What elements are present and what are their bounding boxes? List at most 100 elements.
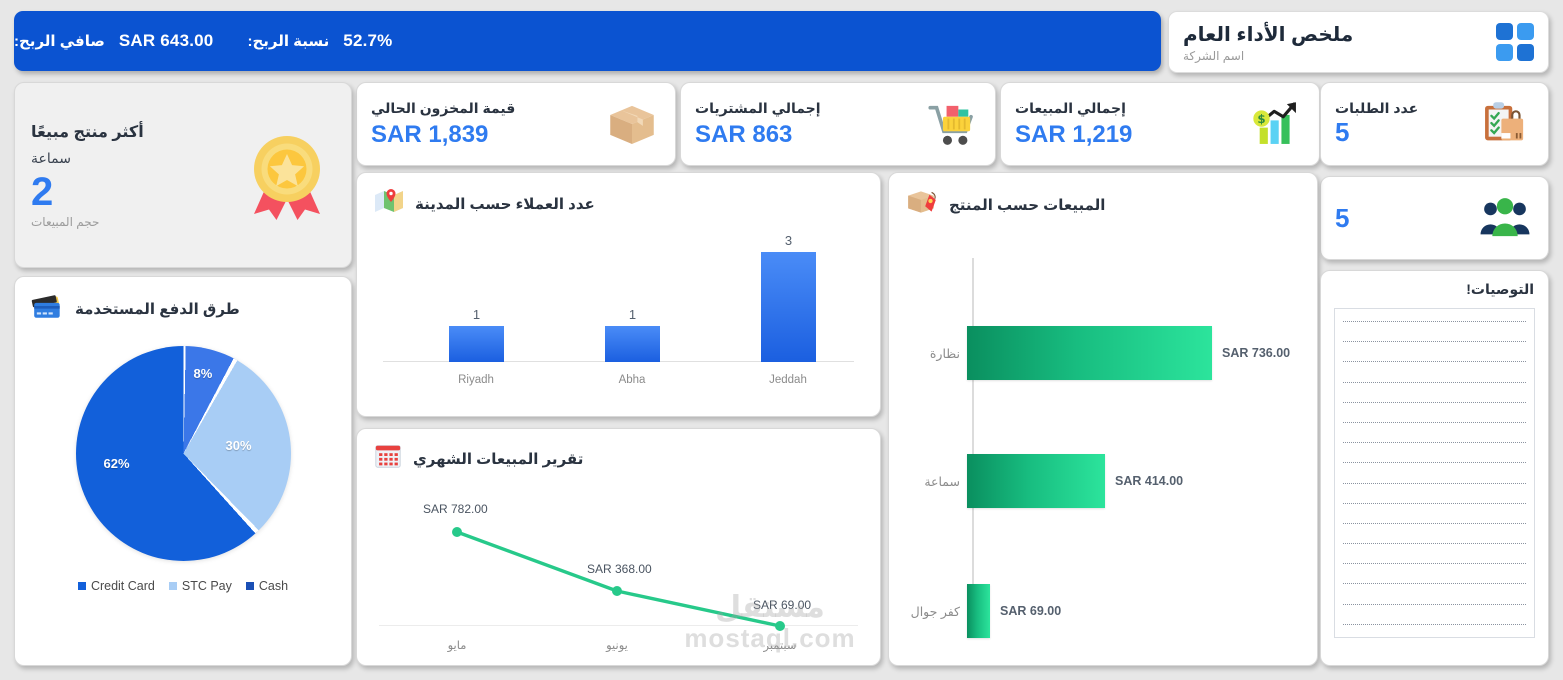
shopping-cart-icon (923, 95, 981, 153)
x-tick-riyadh: Riyadh (458, 374, 494, 386)
kpi-sales-value: 1,219 SAR (1015, 120, 1133, 148)
note-line (1343, 341, 1526, 343)
kpi-orders-value: 5 (1335, 117, 1350, 147)
kpi-sales-text: إجمالي المبيعات 1,219 SAR (1015, 100, 1247, 149)
note-line (1343, 401, 1526, 403)
bar-value-riyadh: 1 (472, 307, 481, 322)
clients-by-city-chart-card[interactable]: عدد العملاء حسب المدينة 1 Riyadh 1 Abha … (356, 172, 881, 417)
kpi-purchases-label: إجمالي المشتريات (695, 99, 821, 116)
kpi-card-inventory[interactable]: قيمة المخزون الحالي 1,839 SAR (356, 82, 676, 166)
map-pin-icon (373, 185, 405, 222)
legend-item-cash: Cash (245, 579, 288, 593)
kpi-clients-value: 5 (1335, 202, 1350, 233)
payment-methods-pie: 8% 30% 62% (75, 346, 291, 561)
hbar-label-kafar-jawal: كفر جوال (910, 604, 960, 619)
point-label-may: SAR 782.00 (423, 502, 488, 516)
kpi-sales-label: إجمالي المبيعات (1015, 99, 1126, 116)
hbar-value-kafar-jawal: SAR 69.00 (1000, 604, 1062, 618)
note-line (1343, 361, 1526, 363)
kpi-purchases-value: SAR 863 (695, 120, 793, 148)
kpi-clients-text: 5 (1335, 203, 1476, 234)
page-title: ملخص الأداء العام (1183, 23, 1354, 46)
note-line (1343, 623, 1526, 625)
kpi-card-orders[interactable]: عدد الطلبات 5 (1320, 82, 1549, 166)
hbar-value-samaaa: SAR 414.00 (1115, 474, 1184, 488)
monthly-sales-plot: SAR 782.00 SAR 368.00 SAR 69.00 مايو يون… (375, 480, 862, 660)
note-line (1343, 583, 1526, 585)
point-label-june: SAR 368.00 (587, 562, 652, 576)
monthly-sales-line-svg (452, 527, 785, 631)
clients-by-city-title: عدد العملاء حسب المدينة (415, 195, 595, 213)
kpi-orders-text: عدد الطلبات 5 (1335, 100, 1476, 148)
note-line (1343, 543, 1526, 545)
hbar-label-samaaa: سماعة (924, 474, 960, 489)
net-profit-label: صافي الربح: (14, 33, 105, 50)
header-text: ملخص الأداء العام اسم الشركة (1183, 22, 1484, 63)
top-product-subtitle: حجم المبيعات (31, 214, 100, 229)
note-line (1343, 442, 1526, 444)
note-line (1343, 502, 1526, 504)
people-icon (1476, 189, 1534, 247)
note-line (1343, 321, 1526, 322)
payment-methods-chart-card[interactable]: طرق الدفع المستخدمة 8% 30% 62% Credit Ca… (14, 276, 352, 666)
pie-slices (75, 346, 291, 561)
clients-by-city-header: عدد العملاء حسب المدينة (357, 173, 880, 222)
x-tick-jeddah: Jeddah (769, 374, 807, 386)
pie-label-creditcard: 62% (103, 456, 130, 471)
bar-abha (605, 326, 660, 362)
recommendations-notes-area[interactable] (1334, 308, 1535, 638)
kpi-inventory-label: قيمة المخزون الحالي (371, 99, 516, 116)
profit-banner: صافي الربح: SAR 643.00 نسبة الربح: 52.7% (14, 11, 1161, 71)
product-tag-icon (905, 185, 939, 224)
note-line (1343, 522, 1526, 524)
bar-group-abha: 1 (605, 307, 660, 362)
bar-value-abha: 1 (628, 307, 637, 322)
company-name: اسم الشركة (1183, 48, 1245, 63)
hbar-samaaa (967, 454, 1105, 508)
sales-by-product-title: المبيعات حسب المنتج (949, 196, 1106, 214)
monthly-sales-header: تقرير المبيعات الشهري (357, 429, 880, 476)
bar-value-jeddah: 3 (784, 233, 793, 248)
bar-group-jeddah: 3 (761, 233, 816, 362)
kpi-orders-label: عدد الطلبات (1335, 100, 1419, 116)
sales-by-product-chart-card[interactable]: المبيعات حسب المنتج نظارة SAR 736.00 سما… (888, 172, 1318, 666)
hbar-row-kafar-jawal: كفر جوال SAR 69.00 (889, 584, 1311, 638)
clients-by-city-plot: 1 Riyadh 1 Abha 3 Jeddah (383, 228, 854, 396)
net-profit-value: SAR 643.00 (118, 31, 214, 50)
top-product-value: 2 (31, 169, 54, 214)
top-product-name: سماعة (31, 149, 71, 166)
hbar-label-nazara: نظارة (929, 346, 960, 361)
x-tick-june: يونيو (606, 640, 628, 652)
grid-logo-icon (1496, 23, 1534, 61)
x-tick-september: سبتمبر (763, 640, 797, 652)
bar-riyadh (449, 326, 504, 362)
note-line (1343, 421, 1526, 423)
app-header: ملخص الأداء العام اسم الشركة (1168, 11, 1549, 73)
kpi-card-sales[interactable]: $ إجمالي المبيعات 1,219 SAR (1000, 82, 1320, 166)
hbar-nazara (967, 326, 1212, 380)
growth-chart-icon: $ (1247, 95, 1305, 153)
payment-methods-legend: Credit Card STC Pay Cash (15, 579, 351, 593)
monthly-sales-title: تقرير المبيعات الشهري (413, 450, 584, 468)
bar-jeddah (761, 252, 816, 362)
monthly-sales-chart-card[interactable]: تقرير المبيعات الشهري SAR 782.00 SAR 368… (356, 428, 881, 666)
net-profit-block: صافي الربح: SAR 643.00 (14, 31, 213, 51)
recommendations-card[interactable]: التوصيات! (1320, 270, 1549, 666)
top-product-text: أكثر منتج مبيعًا سماعة 2 حجم المبيعات (31, 122, 239, 229)
hbar-kafar-jawal (967, 584, 990, 638)
clipboard-package-icon (1476, 95, 1534, 153)
profit-margin-value: 52.7% (343, 31, 393, 50)
sales-by-product-plot: نظارة SAR 736.00 سماعة SAR 414.00 كفر جو… (889, 248, 1317, 648)
hbar-value-nazara: SAR 736.00 (1222, 346, 1291, 360)
x-tick-may: مايو (447, 640, 467, 652)
point-label-september: SAR 69.00 (753, 598, 812, 612)
top-product-card[interactable]: أكثر منتج مبيعًا سماعة 2 حجم المبيعات (14, 82, 352, 268)
note-line (1343, 381, 1526, 383)
pie-label-stcpay-small: 8% (193, 366, 213, 381)
kpi-card-clients[interactable]: 5 (1320, 176, 1549, 260)
kpi-purchases-text: إجمالي المشتريات SAR 863 (695, 100, 923, 149)
box-icon (603, 95, 661, 153)
kpi-card-purchases[interactable]: إجمالي المشتريات SAR 863 (680, 82, 996, 166)
calendar-icon (373, 441, 403, 476)
